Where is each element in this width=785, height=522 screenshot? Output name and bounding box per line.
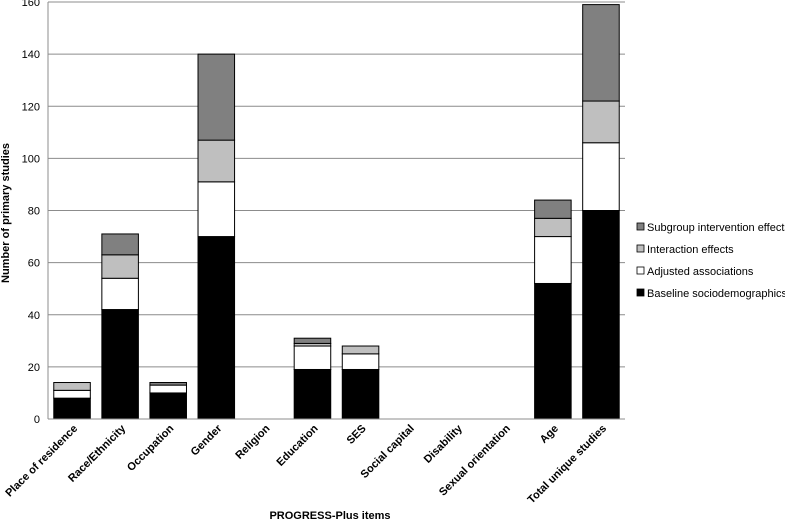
x-tick-label: Gender [189, 422, 225, 458]
bar-segment [534, 217, 572, 238]
bar-segment [197, 236, 236, 420]
y-tick-label: 100 [22, 153, 40, 165]
grid-lines [48, 1, 625, 368]
y-tick-label: 0 [34, 414, 40, 426]
bar-segment [149, 392, 187, 420]
bar-segment [341, 345, 380, 355]
bar-segment [53, 382, 91, 391]
legend-label: Adjusted associations [647, 266, 754, 278]
bar-segment [149, 384, 187, 394]
y-tick-label: 160 [22, 0, 40, 9]
bar-segment [53, 389, 91, 399]
y-tick-label: 120 [22, 101, 40, 113]
bar-segment [101, 254, 139, 279]
x-tick-label: Education [274, 422, 320, 468]
legend-swatch [636, 288, 645, 297]
x-tick-label: Age [538, 423, 561, 446]
legend-label: Baseline sociodemographics [647, 288, 785, 300]
y-tick-label: 60 [28, 258, 40, 270]
y-tick-label: 80 [28, 206, 40, 218]
bar-segment [101, 309, 139, 420]
bar-segment [53, 397, 91, 420]
bar-segment [149, 382, 187, 386]
y-axis-title: Number of primary studies [0, 143, 12, 283]
legend-swatch [636, 222, 645, 231]
legend-label: Interaction effects [647, 244, 734, 256]
bar-segment [197, 53, 236, 141]
x-tick-label: Place of residence [3, 423, 80, 500]
bar-segment [534, 282, 572, 420]
bar-segment [582, 142, 620, 211]
x-tick-label: Religion [233, 422, 272, 461]
bar-segment [582, 210, 620, 420]
bar-segment [293, 345, 332, 370]
bar-segment [582, 100, 620, 144]
y-tick-label: 40 [28, 310, 40, 322]
bar-segment [293, 337, 332, 344]
bar-segment [534, 199, 572, 219]
bar-segment [197, 181, 236, 238]
bars [53, 4, 620, 420]
bar-segment [293, 368, 332, 420]
bar-segment [101, 277, 139, 311]
bar-segment [341, 353, 380, 370]
axes [47, 2, 625, 420]
bar-segment [582, 4, 620, 102]
legend-label: Subgroup intervention effects [647, 222, 785, 234]
bar-segment [101, 233, 139, 256]
bar-segment [534, 236, 572, 284]
y-tick-label: 20 [28, 362, 40, 374]
legend: Subgroup intervention effects Interaction… [636, 222, 785, 300]
x-tick-label: Total unique studies [526, 423, 610, 507]
legend-swatch [636, 244, 645, 253]
y-tick-labels: 0 20 40 60 80 100 120 140 160 [22, 0, 40, 426]
bar-segment [197, 139, 236, 183]
y-tick-label: 140 [22, 49, 40, 61]
x-tick-labels: Place of residenceRace/EthnicityOccupati… [3, 422, 609, 506]
bar-segment [341, 368, 380, 420]
x-tick-label: Occupation [125, 422, 176, 473]
x-tick-label: SES [345, 423, 369, 447]
legend-swatch [636, 266, 645, 275]
x-axis-title: PROGRESS-Plus items [269, 510, 390, 522]
x-tick-label: Disability [422, 422, 466, 466]
